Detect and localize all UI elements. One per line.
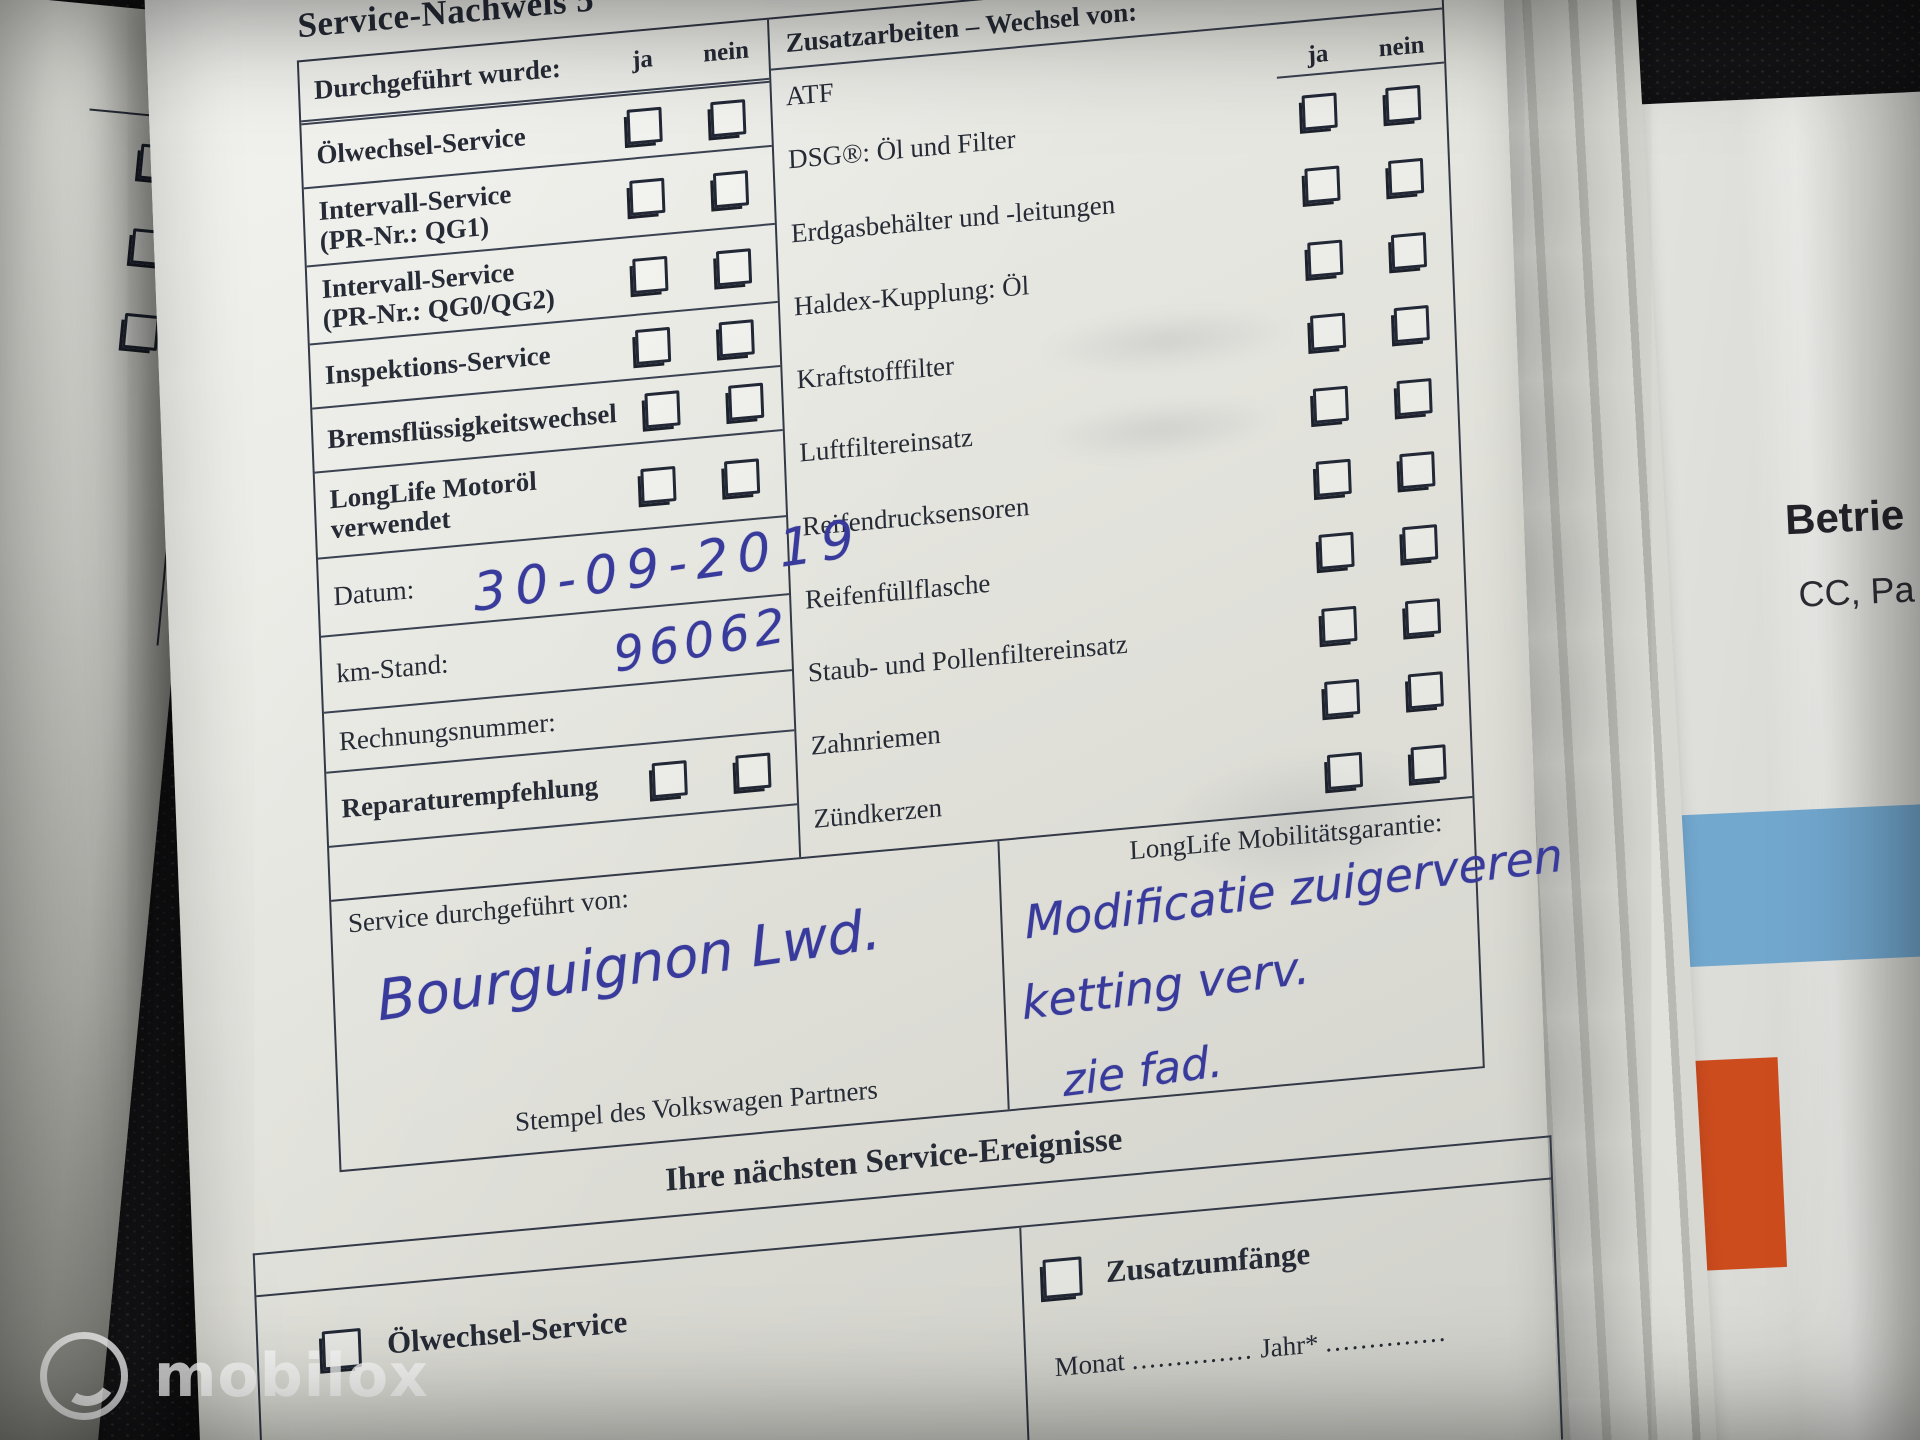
checkbox-icon — [1304, 165, 1342, 204]
checkbox-icon — [644, 389, 681, 428]
checkbox-icon — [735, 751, 772, 791]
checkbox-icon — [632, 255, 669, 294]
date-label: Datum: — [332, 573, 415, 612]
km-handwriting: 96062 — [610, 596, 794, 684]
checkbox-icon — [1310, 312, 1347, 351]
checkbox-icon — [629, 177, 666, 216]
month-dotted-line: .............. — [1130, 1334, 1255, 1376]
service-record-page: Service-Nachweis 5 Durchgeführt wurde: j… — [143, 0, 1575, 1440]
checkbox-icon — [1321, 605, 1358, 644]
service-form-box: Durchgeführt wurde: ja nein Ölwechsel-Se… — [296, 0, 1571, 1173]
km-label: km-Stand: — [335, 648, 449, 689]
year-dotted-line: .............. — [1324, 1316, 1448, 1358]
checkbox-icon — [1318, 531, 1356, 571]
checkbox-icon — [718, 318, 756, 357]
checkbox-icon — [1042, 1256, 1083, 1299]
checkbox-icon — [640, 465, 677, 504]
next-service-additional-label: Zusatzumfänge — [1105, 1235, 1311, 1290]
checkbox-icon — [1399, 451, 1436, 490]
checkbox-icon — [635, 326, 672, 365]
repair-label: Reparaturempfehlung — [340, 770, 599, 824]
month-label: Monat — [1054, 1345, 1126, 1383]
checkbox-icon — [1394, 304, 1431, 343]
checkbox-icon — [724, 457, 761, 496]
mobility-warranty-cell: LongLife Mobilitätsgarantie: Modificatie… — [997, 790, 1571, 1110]
next-services-table: Ölwechsel-Service Zusatzumfänge Monat ..… — [252, 1135, 1564, 1440]
col-header-yes: ja — [631, 45, 654, 75]
checkbox-icon — [626, 106, 664, 145]
checkbox-icon — [1388, 158, 1425, 197]
checkbox-icon — [1313, 385, 1350, 424]
checkbox-icon — [1385, 84, 1422, 124]
checkbox-icon — [1316, 458, 1353, 497]
checkbox-icon — [1307, 238, 1344, 278]
checkbox-icon — [1396, 377, 1434, 417]
checkbox-icon — [1411, 744, 1448, 783]
checkbox-icon — [121, 312, 161, 352]
checkbox-icon — [716, 247, 753, 286]
checkbox-icon — [1408, 670, 1445, 710]
checkbox-icon — [1402, 524, 1439, 563]
checkbox-icon — [710, 98, 747, 137]
manual-subtitle-fragment: CC, Pa — [1797, 568, 1916, 615]
col-header-no: nein — [702, 36, 750, 68]
checkbox-icon — [1327, 751, 1364, 790]
schedule-line: Monat .............. Jahr* .............… — [1054, 1307, 1557, 1384]
checkbox-icon — [1302, 92, 1339, 131]
checkbox-icon — [1391, 231, 1428, 270]
performed-table: Durchgeführt wurde: ja nein Ölwechsel-Se… — [298, 19, 865, 900]
checkbox-icon — [1405, 597, 1442, 636]
checkbox-icon — [1324, 678, 1361, 717]
additional-works-table: Zusatzarbeiten – Wechsel von: ATF ja nei… — [766, 0, 1473, 858]
year-label: Jahr* — [1259, 1328, 1320, 1364]
checkbox-icon — [728, 382, 765, 421]
manual-title-fragment: Betrie — [1784, 490, 1906, 544]
mobilox-watermark: mobilox — [40, 1332, 429, 1420]
watermark-text: mobilox — [154, 1341, 429, 1411]
checkbox-icon — [651, 759, 689, 798]
checkbox-icon — [713, 169, 750, 208]
mobilox-logo-icon — [40, 1332, 128, 1420]
